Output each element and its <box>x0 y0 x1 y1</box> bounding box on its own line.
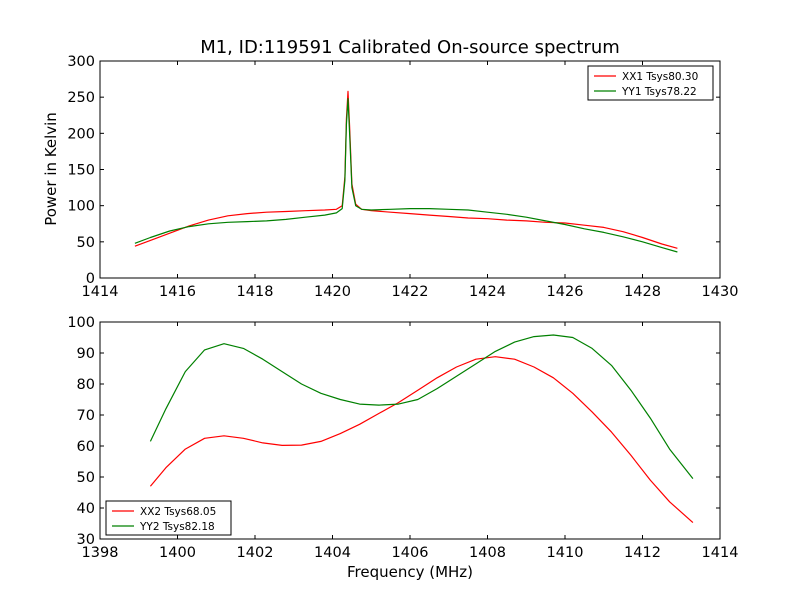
bottom-x-tick-label: 1400 <box>159 545 196 561</box>
top-y-tick-label: 0 <box>86 271 95 287</box>
bottom-series-line-xx2 <box>149 356 694 524</box>
top-legend-label: YY1 Tsys78.22 <box>621 86 697 98</box>
bottom-legend: XX2 Tsys68.05 YY2 Tsys82.18 <box>105 500 232 536</box>
bottom-y-tick-label: 70 <box>77 408 95 424</box>
bottom-y-tick-label: 80 <box>77 377 95 393</box>
bottom-x-tick-label: 1404 <box>314 545 351 561</box>
top-y-tick-label: 50 <box>77 235 95 251</box>
top-legend-box <box>587 65 714 101</box>
top-x-tick-label: 1424 <box>469 284 506 300</box>
top-x-tick-label: 1428 <box>624 284 661 300</box>
top-y-tick-label: 100 <box>67 199 95 215</box>
bottom-legend-label: YY2 Tsys82.18 <box>139 521 215 533</box>
bottom-y-tick-label: 60 <box>77 439 95 455</box>
bottom-y-tick-label: 50 <box>77 470 95 486</box>
figure-title: M1, ID:119591 Calibrated On-source spect… <box>200 37 620 58</box>
bottom-x-axis-label: Frequency (MHz) <box>347 563 473 581</box>
top-legend-label: XX1 Tsys80.30 <box>622 71 698 83</box>
bottom-legend-label: XX2 Tsys68.05 <box>140 506 216 518</box>
top-x-tick-label: 1422 <box>392 284 429 300</box>
bottom-y-tick-label: 40 <box>77 501 95 517</box>
top-x-tick-label: 1430 <box>702 284 739 300</box>
bottom-x-tick-label: 1412 <box>624 545 661 561</box>
top-plot-panel: 1414 1416 1418 1420 1422 1424 1426 1428 1430 0 50 1… <box>67 54 738 300</box>
top-y-tick-label: 250 <box>67 90 95 106</box>
bottom-x-tick-label: 1402 <box>237 545 274 561</box>
bottom-x-tick-label: 1414 <box>702 545 739 561</box>
bottom-legend-box <box>105 500 232 536</box>
bottom-plot-panel: 1398 1400 1402 1404 1406 1408 1410 1412 1414 30 40… <box>67 315 738 561</box>
top-y-tick-label: 300 <box>67 54 95 70</box>
bottom-x-tick-label: 1406 <box>392 545 429 561</box>
bottom-series-line-yy2 <box>149 334 694 479</box>
top-legend: XX1 Tsys80.30 YY1 Tsys78.22 <box>587 65 714 101</box>
top-series-line-yy1 <box>134 97 678 253</box>
top-y-tick-label: 200 <box>67 126 95 142</box>
bottom-y-tick-label: 30 <box>77 532 95 548</box>
bottom-x-tick-label: 1408 <box>469 545 506 561</box>
top-y-tick-label: 150 <box>67 163 95 179</box>
top-x-tick-label: 1416 <box>159 284 196 300</box>
bottom-y-tick-label: 90 <box>77 346 95 362</box>
top-x-tick-label: 1418 <box>237 284 274 300</box>
top-x-tick-label: 1426 <box>547 284 584 300</box>
top-x-tick-label: 1420 <box>314 284 351 300</box>
bottom-y-tick-label: 100 <box>67 315 95 331</box>
bottom-x-tick-label: 1398 <box>82 545 119 561</box>
bottom-x-tick-label: 1410 <box>547 545 584 561</box>
top-x-tick-label: 1414 <box>82 284 119 300</box>
top-y-axis-label: Power in Kelvin <box>42 112 60 226</box>
